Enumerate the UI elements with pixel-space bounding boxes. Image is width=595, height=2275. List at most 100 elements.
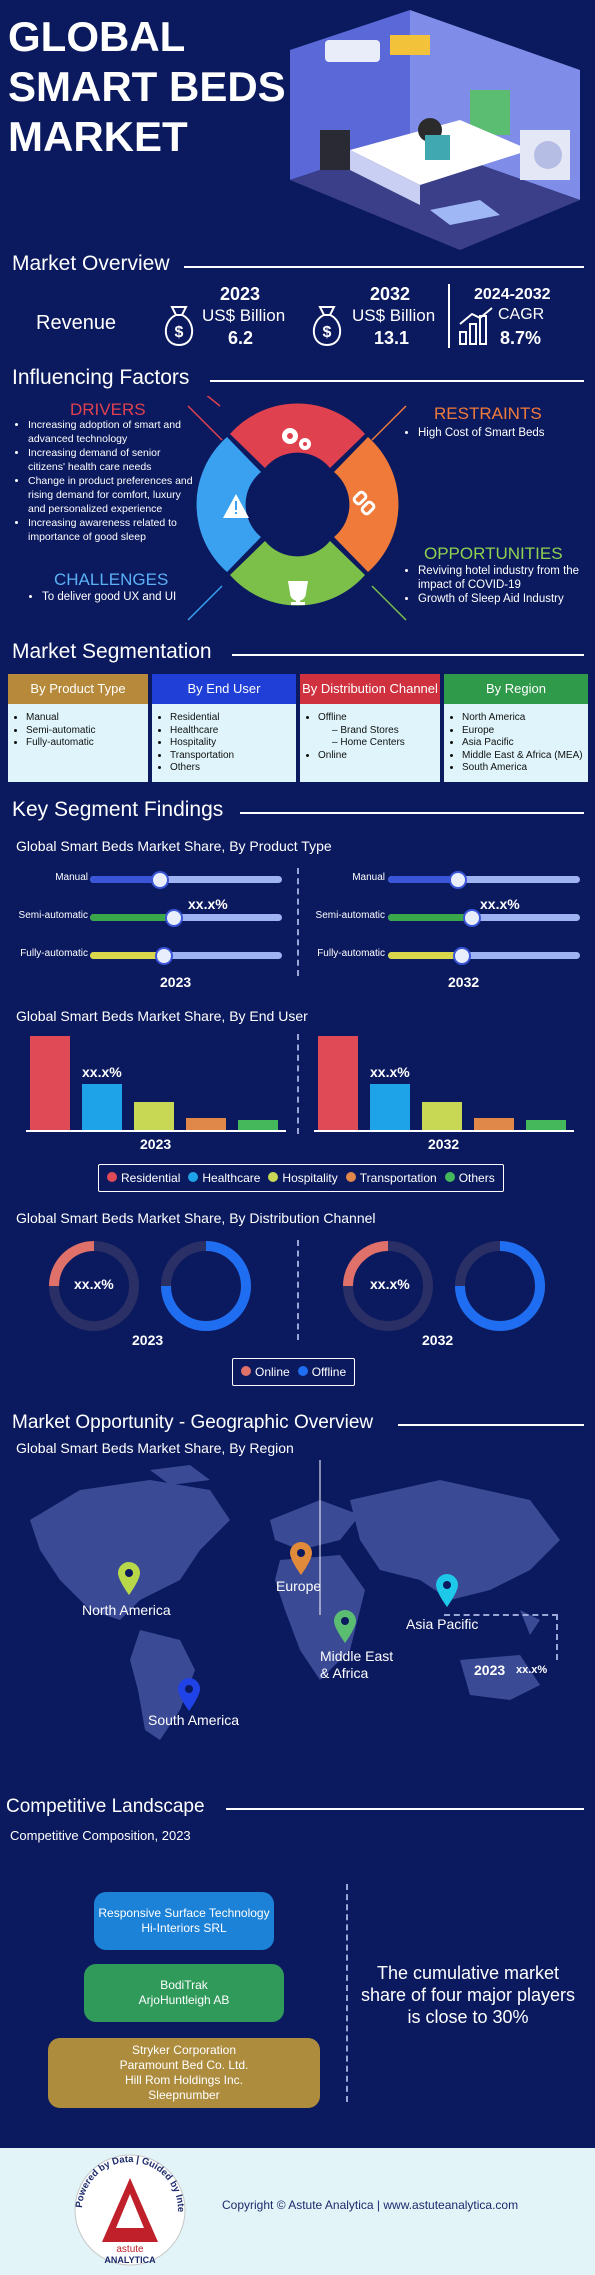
challenges-title: CHALLENGES (54, 570, 169, 589)
gears-icon (282, 428, 311, 450)
section-title-segmentation: Market Segmentation (12, 640, 212, 663)
slider-fill-fully (90, 952, 164, 959)
slider-knob (453, 947, 471, 965)
donut-offline-2032 (455, 1241, 545, 1331)
dashed-callout (444, 1614, 558, 1660)
restraints-list: High Cost of Smart Beds (404, 426, 584, 440)
location-pin-icon (118, 1562, 140, 1595)
legend-item: Offline (297, 1365, 346, 1379)
bar-hospitality (134, 1102, 174, 1130)
competitive-statement: The cumulative market share of four majo… (360, 1963, 576, 2027)
geo-year: 2023 (474, 1662, 506, 1678)
value-label: xx.x% (82, 1064, 122, 1080)
money-bag-icon: $ (312, 306, 342, 347)
slider-fill-manual (90, 876, 160, 883)
legend-item: Others (444, 1171, 495, 1185)
slider-track (388, 914, 580, 921)
player-tier-1: Responsive Surface Technology Hi-Interio… (94, 1892, 274, 1950)
seg-header-distribution: By Distribution Channel (300, 674, 440, 704)
region-label-mea: Middle East & Africa (320, 1648, 394, 1681)
year-label: 2023 (160, 974, 192, 990)
end-user-chart-2023: xx.x% (26, 1034, 286, 1132)
copyright-text[interactable]: Copyright © Astute Analytica | www.astut… (222, 2198, 519, 2212)
product-type-subtitle: Global Smart Beds Market Share, By Produ… (16, 838, 332, 854)
world-map (30, 1460, 560, 1740)
slider-track (90, 914, 282, 921)
location-pin-icon (178, 1678, 200, 1711)
slider-knob (463, 909, 481, 927)
seg-box-product-type: Manual Semi-automatic Fully-automatic (8, 704, 148, 782)
year-label: 2023 (132, 1332, 164, 1348)
dashed-divider (297, 1240, 299, 1340)
slider-label-fully: Fully-automatic (317, 948, 385, 959)
end-user-chart-2032: xx.x% (314, 1034, 574, 1132)
slider-knob (449, 871, 467, 889)
slider-knob (151, 871, 169, 889)
dashed-divider (297, 868, 299, 976)
divider (226, 1808, 584, 1810)
warning-icon (223, 494, 249, 518)
section-title-findings: Key Segment Findings (12, 798, 224, 821)
restraints-title: RESTRAINTS (434, 404, 542, 423)
region-label-south-america: South America (148, 1712, 240, 1728)
end-user-legend: Residential Healthcare Hospitality Trans… (98, 1164, 504, 1192)
value-2023: 6.2 (228, 328, 254, 348)
challenge-item: To deliver good UX and UI (42, 590, 208, 604)
dashed-divider (346, 1884, 348, 2102)
section-title-competitive: Competitive Landscape (6, 1796, 205, 1817)
cagr-period: 2024-2032 (474, 286, 551, 303)
vertical-divider (448, 284, 450, 348)
player-tier-2: BodiTrak ArjoHuntleigh AB (84, 1964, 284, 2022)
slider-label-semi: Semi-automatic (315, 910, 385, 921)
year-2023: 2023 (220, 284, 261, 304)
section-title-overview: Market Overview (12, 252, 170, 275)
drivers-title: DRIVERS (70, 400, 146, 419)
value-label: xx.x% (74, 1276, 114, 1292)
opportunities-list: Reviving hotel industry from the impact … (404, 564, 584, 606)
bar-residential (30, 1036, 70, 1130)
slider-label-semi: Semi-automatic (18, 910, 88, 921)
slider-track (388, 876, 580, 883)
divider (240, 812, 584, 814)
bedroom-illustration (290, 10, 580, 250)
opportunity-item: Growth of Sleep Aid Industry (418, 592, 584, 606)
cagr-value: 8.7% (500, 328, 542, 348)
seg-header-end-user: By End User (152, 674, 296, 704)
donut-online-2032 (343, 1241, 433, 1331)
bar-hospitality (422, 1102, 462, 1130)
divider (398, 1424, 584, 1426)
seg-header-region: By Region (444, 674, 588, 704)
slider-track (90, 952, 282, 959)
dashed-divider (297, 1034, 299, 1134)
geo-value: xx.x% (516, 1664, 548, 1676)
slider-track (388, 952, 580, 959)
year-label: 2032 (428, 1136, 460, 1152)
slider-label-manual: Manual (352, 872, 385, 883)
challenges-list: To deliver good UX and UI (28, 590, 208, 604)
value-label: xx.x% (188, 896, 228, 912)
bar-others (238, 1120, 278, 1130)
slider-fill-semi (90, 914, 174, 921)
distribution-legend: Online Offline (232, 1358, 356, 1386)
bar-transportation (186, 1118, 226, 1130)
legend-item: Hospitality (268, 1171, 338, 1185)
donut-offline-2023 (161, 1241, 251, 1331)
location-pin-icon (334, 1610, 356, 1643)
slider-track (90, 876, 282, 883)
bar-others (526, 1120, 566, 1130)
year-2032: 2032 (370, 284, 411, 304)
logo-name-2: ANALYTICA (104, 2255, 156, 2265)
location-pin-icon (436, 1574, 458, 1607)
section-title-factors: Influencing Factors (12, 366, 190, 389)
value-2032: 13.1 (374, 328, 410, 348)
trophy-icon (288, 581, 308, 605)
player-tier-3: Stryker Corporation Paramount Bed Co. Lt… (48, 2038, 320, 2108)
competitive-subtitle: Competitive Composition, 2023 (10, 1828, 191, 1843)
bar-healthcare (82, 1084, 122, 1130)
drivers-list: Increasing adoption of smart and advance… (14, 418, 196, 544)
legend-item: Residential (107, 1171, 180, 1185)
location-pin-icon (290, 1542, 312, 1575)
year-label: 2032 (422, 1332, 454, 1348)
value-label: xx.x% (370, 1064, 410, 1080)
distribution-subtitle: Global Smart Beds Market Share, By Distr… (16, 1210, 376, 1226)
